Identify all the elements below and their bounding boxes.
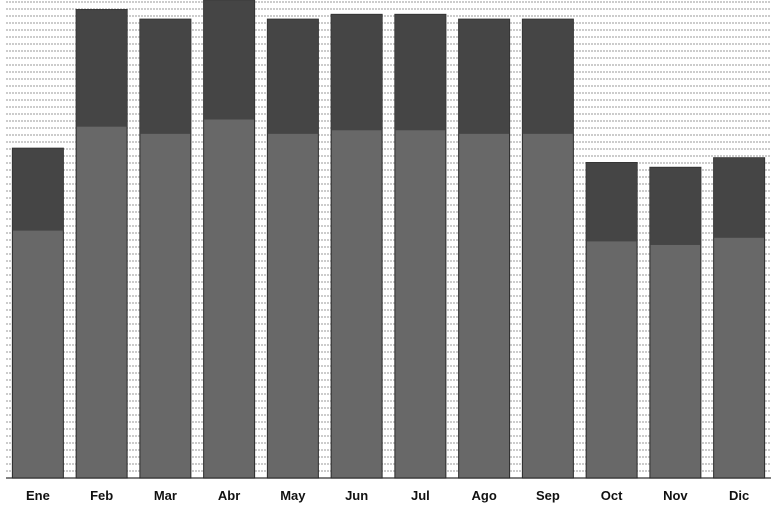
- bar-nov: [649, 166, 702, 479]
- x-tick-label: Mar: [154, 488, 177, 503]
- x-tick-label: May: [280, 488, 306, 503]
- bar-top-shade: [586, 162, 638, 242]
- x-tick-label: Feb: [90, 488, 113, 503]
- bar-top-shade: [203, 0, 255, 120]
- bar-mar: [139, 18, 192, 479]
- bar-top-shade: [394, 14, 446, 131]
- bar-abr: [203, 0, 256, 479]
- bar-jul: [394, 13, 447, 479]
- gridlines: [6, 1, 771, 479]
- bars: [11, 0, 766, 479]
- x-tick-label: Jul: [411, 488, 430, 503]
- x-tick-label: Ago: [471, 488, 496, 503]
- bar-feb: [75, 9, 128, 479]
- bar-top-shade: [267, 19, 319, 134]
- bar-oct: [585, 162, 638, 479]
- bar-top-shade: [713, 157, 765, 238]
- bar-ago: [458, 18, 511, 479]
- x-tick-label: Abr: [218, 488, 240, 503]
- bar-may: [266, 18, 319, 479]
- bar-top-shade: [12, 148, 64, 231]
- x-tick-label: Jun: [345, 488, 368, 503]
- bar-top-shade: [458, 19, 510, 134]
- x-tick-label: Dic: [729, 488, 749, 503]
- bar-top-shade: [522, 19, 574, 134]
- bar-ene: [11, 147, 64, 479]
- bar-top-shade: [76, 9, 128, 127]
- bar-jun: [330, 13, 383, 479]
- bar-top-shade: [649, 167, 701, 245]
- x-tick-label: Oct: [601, 488, 623, 503]
- bar-top-shade: [139, 19, 191, 134]
- bar-top-shade: [331, 14, 383, 131]
- x-tick-label: Ene: [26, 488, 50, 503]
- bar-sep: [521, 18, 574, 479]
- x-tick-label: Sep: [536, 488, 560, 503]
- bar-dic: [713, 157, 766, 479]
- category-axis: Ene Feb Mar Abr May Jun Jul Ago Sep Oct Nov Dic: [26, 488, 749, 503]
- x-tick-label: Nov: [663, 488, 688, 503]
